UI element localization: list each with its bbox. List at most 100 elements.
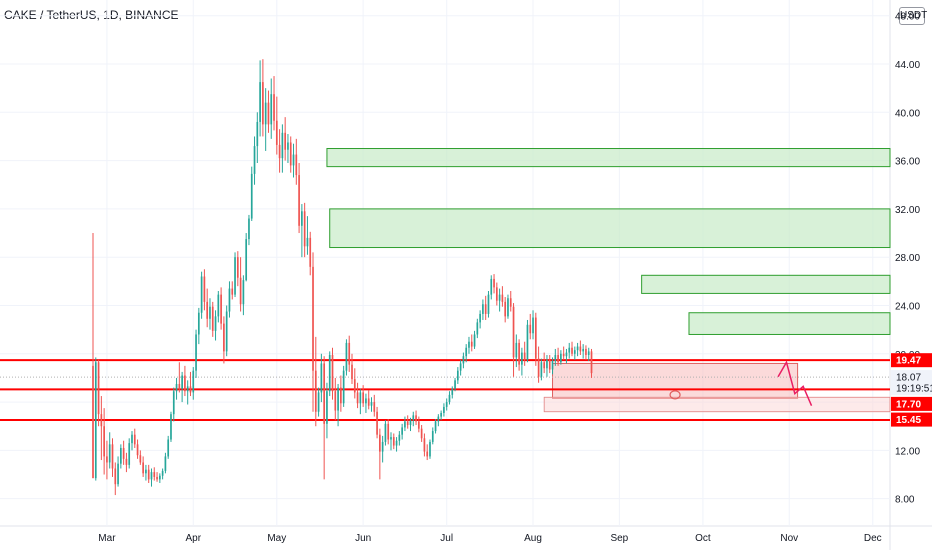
candle-body [443,406,445,413]
candle-body [487,294,490,314]
candle-body [250,173,253,219]
candle-body [287,142,289,150]
candle-body [395,440,398,446]
candle-body [200,276,203,313]
candle-body [409,420,412,426]
candle-body [546,359,548,369]
candle-body [356,392,359,404]
price-tag-3 [891,381,932,396]
y-tick-label: 8.00 [895,495,915,506]
candle-body [470,341,473,347]
candle-body [426,451,429,457]
candle-body [423,438,426,452]
candle-body [303,211,306,247]
candle-body [398,434,401,441]
candle-body [292,154,295,166]
candle-body [225,311,228,352]
price-tag-1 [891,353,932,368]
x-tick-label: Oct [695,533,711,544]
candle-body [493,278,495,288]
price-tag-label: 18.07 [896,373,921,384]
candle-body [590,351,593,374]
price-tag-label: 19.47 [896,356,921,367]
candle-body [186,386,189,392]
supply-zones [326,148,891,413]
price-axis[interactable]: 48.0044.0040.0036.0032.0028.0024.0020.00… [891,12,932,506]
candle-body [565,352,568,357]
candle-body [231,288,234,295]
candle-body [579,346,582,352]
time-axis[interactable]: Mar Apr May Jun Jul Aug Sep Oct Nov Dec [98,533,881,544]
candle-body [167,439,170,457]
candle-body [412,415,415,421]
candle-body [172,391,175,415]
price-tag-label: 19:19:51 [896,384,932,395]
candle-body [392,437,395,446]
candle-body [431,431,434,442]
candle-body [175,383,178,392]
candle-body [454,380,456,389]
candle-body [440,412,442,417]
candle-body [582,348,585,352]
x-tick-label: Jul [440,533,453,544]
candle-body [156,476,158,480]
candle-body [326,391,328,424]
candle-body [128,443,131,465]
candle-body [359,392,362,404]
candle-body [270,94,273,125]
candle-body [515,342,518,358]
candle-body [111,444,114,469]
candle-body [560,353,562,363]
candle-body [234,257,236,295]
candle-body [273,94,275,121]
candle-body [195,334,197,371]
y-tick-label: 28.00 [895,253,920,264]
candle-body [117,463,119,485]
candle-body [401,427,403,435]
candle-body [459,363,462,371]
candle-body [518,342,520,365]
candle-body [122,447,125,459]
candle-body [337,387,339,411]
price-tag-label: 15.45 [896,415,921,426]
candle-body [437,416,440,422]
candle-body [434,421,437,432]
y-tick-label: 12.00 [895,446,920,457]
candle-body [312,266,314,371]
x-tick-label: Sep [610,533,628,544]
candle-body [490,278,493,295]
candle-body [256,121,259,147]
x-tick-label: Nov [780,533,798,544]
candle-body [267,102,270,125]
candle-body [512,306,515,358]
candle-body [532,317,534,334]
candle-body [228,288,231,312]
candle-body [94,362,97,479]
y-tick-label: 40.00 [895,108,920,119]
candle-body [342,370,345,404]
x-tick-label: Jun [355,533,371,544]
candle-body [468,341,470,348]
candle-body [576,346,579,351]
y-tick-label: 36.00 [895,157,920,168]
candle-body [248,218,250,240]
y-tick-label: 32.00 [895,205,920,216]
demand-zone [552,362,799,399]
candles [92,59,593,496]
currency-unit-button[interactable]: USDT [899,7,927,25]
candle-body [236,257,239,278]
candle-body [507,298,509,317]
candle-body [170,414,172,440]
x-tick-label: Aug [524,533,542,544]
candle-body [328,354,331,392]
y-tick-label: 44.00 [895,60,920,71]
candle-body [147,469,150,480]
candle-body [223,323,225,352]
candle-body [301,211,303,226]
candle-body [404,421,406,428]
candle-body [164,456,167,471]
candle-body [526,324,529,360]
candle-body [390,437,392,440]
supply-zone-4 [688,312,891,335]
